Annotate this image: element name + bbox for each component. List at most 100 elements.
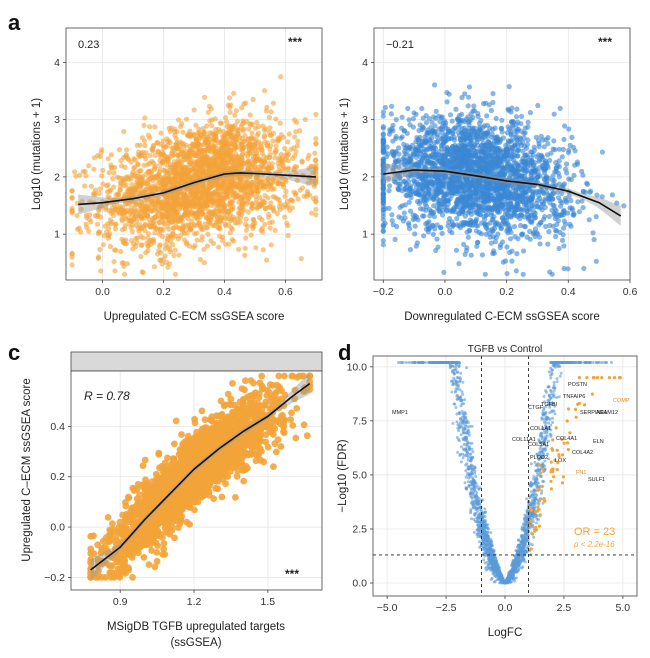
data-point bbox=[242, 252, 248, 258]
data-point bbox=[236, 246, 242, 252]
data-point bbox=[166, 125, 172, 131]
data-point bbox=[266, 114, 272, 120]
data-point bbox=[428, 194, 434, 200]
data-point bbox=[425, 186, 432, 193]
data-point bbox=[270, 100, 276, 106]
data-point bbox=[184, 194, 190, 200]
data-point bbox=[188, 132, 194, 139]
data-point bbox=[286, 131, 292, 137]
x-tick-label: 0.6 bbox=[278, 286, 293, 298]
data-point bbox=[123, 153, 129, 159]
data-point bbox=[203, 137, 209, 143]
data-point bbox=[313, 169, 319, 175]
data-point bbox=[266, 182, 273, 188]
data-point bbox=[444, 99, 450, 105]
data-point bbox=[97, 214, 104, 220]
data-point bbox=[447, 136, 453, 142]
data-point bbox=[217, 168, 223, 174]
data-point bbox=[313, 164, 319, 171]
data-point bbox=[190, 149, 196, 155]
data-point bbox=[142, 221, 148, 227]
data-point bbox=[285, 223, 291, 229]
data-point bbox=[188, 225, 194, 232]
data-point bbox=[194, 153, 200, 159]
data-point bbox=[313, 141, 319, 147]
data-point bbox=[190, 173, 197, 179]
data-point bbox=[242, 245, 248, 251]
data-point bbox=[111, 184, 117, 190]
data-point bbox=[206, 166, 212, 172]
data-point bbox=[398, 135, 404, 141]
data-point bbox=[216, 207, 222, 213]
data-point bbox=[179, 121, 185, 127]
data-point bbox=[157, 231, 163, 237]
data-point bbox=[449, 230, 455, 236]
data-point bbox=[264, 257, 270, 263]
data-point bbox=[510, 154, 516, 160]
panel-letter-a: a bbox=[8, 10, 21, 35]
data-point bbox=[413, 111, 419, 117]
data-point bbox=[244, 151, 250, 157]
data-point bbox=[265, 195, 271, 201]
data-point bbox=[150, 160, 156, 166]
data-point bbox=[186, 202, 192, 208]
data-point bbox=[474, 137, 480, 143]
data-point bbox=[508, 131, 514, 137]
data-point bbox=[410, 116, 416, 122]
data-point bbox=[483, 231, 489, 237]
data-point bbox=[444, 198, 450, 204]
data-point bbox=[151, 217, 157, 223]
data-point bbox=[178, 169, 185, 175]
data-point bbox=[389, 103, 395, 109]
data-point bbox=[509, 248, 515, 254]
data-point bbox=[69, 262, 75, 268]
data-point bbox=[183, 206, 189, 212]
data-point bbox=[491, 248, 497, 254]
data-point bbox=[139, 215, 145, 221]
data-point bbox=[122, 226, 128, 232]
data-point bbox=[143, 181, 149, 187]
data-point bbox=[401, 210, 407, 216]
data-point bbox=[488, 107, 494, 114]
data-point bbox=[207, 192, 213, 198]
panel-letter-c: c bbox=[8, 340, 20, 365]
data-point bbox=[199, 224, 205, 230]
data-point bbox=[427, 207, 433, 213]
data-point bbox=[237, 186, 243, 192]
data-point bbox=[213, 180, 219, 186]
data-point bbox=[196, 142, 202, 148]
data-point bbox=[546, 213, 552, 220]
data-point bbox=[126, 176, 132, 182]
data-point bbox=[92, 213, 99, 219]
data-point bbox=[145, 248, 151, 254]
data-point bbox=[563, 197, 569, 204]
data-point bbox=[182, 212, 188, 218]
data-point bbox=[238, 146, 244, 153]
data-point bbox=[175, 192, 181, 199]
data-point bbox=[262, 221, 268, 227]
data-point bbox=[227, 109, 233, 115]
data-point bbox=[392, 236, 398, 242]
data-point bbox=[223, 187, 229, 193]
data-point bbox=[277, 200, 283, 206]
data-point bbox=[306, 152, 312, 158]
data-point bbox=[86, 163, 92, 169]
trend-line-group bbox=[78, 166, 316, 215]
data-point bbox=[203, 224, 209, 230]
data-point bbox=[176, 117, 182, 123]
data-point bbox=[454, 215, 460, 222]
data-point bbox=[519, 113, 525, 119]
data-point bbox=[563, 166, 569, 172]
data-point bbox=[203, 188, 209, 194]
data-point bbox=[254, 132, 260, 138]
y-axis-label: Log10 (mutations + 1) bbox=[31, 98, 43, 210]
data-point bbox=[466, 84, 472, 90]
data-point bbox=[135, 162, 141, 168]
data-point bbox=[196, 148, 202, 155]
data-point bbox=[171, 167, 177, 173]
data-point bbox=[253, 245, 259, 251]
data-point bbox=[380, 125, 386, 131]
data-point bbox=[621, 203, 627, 209]
data-point bbox=[179, 227, 186, 233]
data-point bbox=[525, 212, 531, 218]
